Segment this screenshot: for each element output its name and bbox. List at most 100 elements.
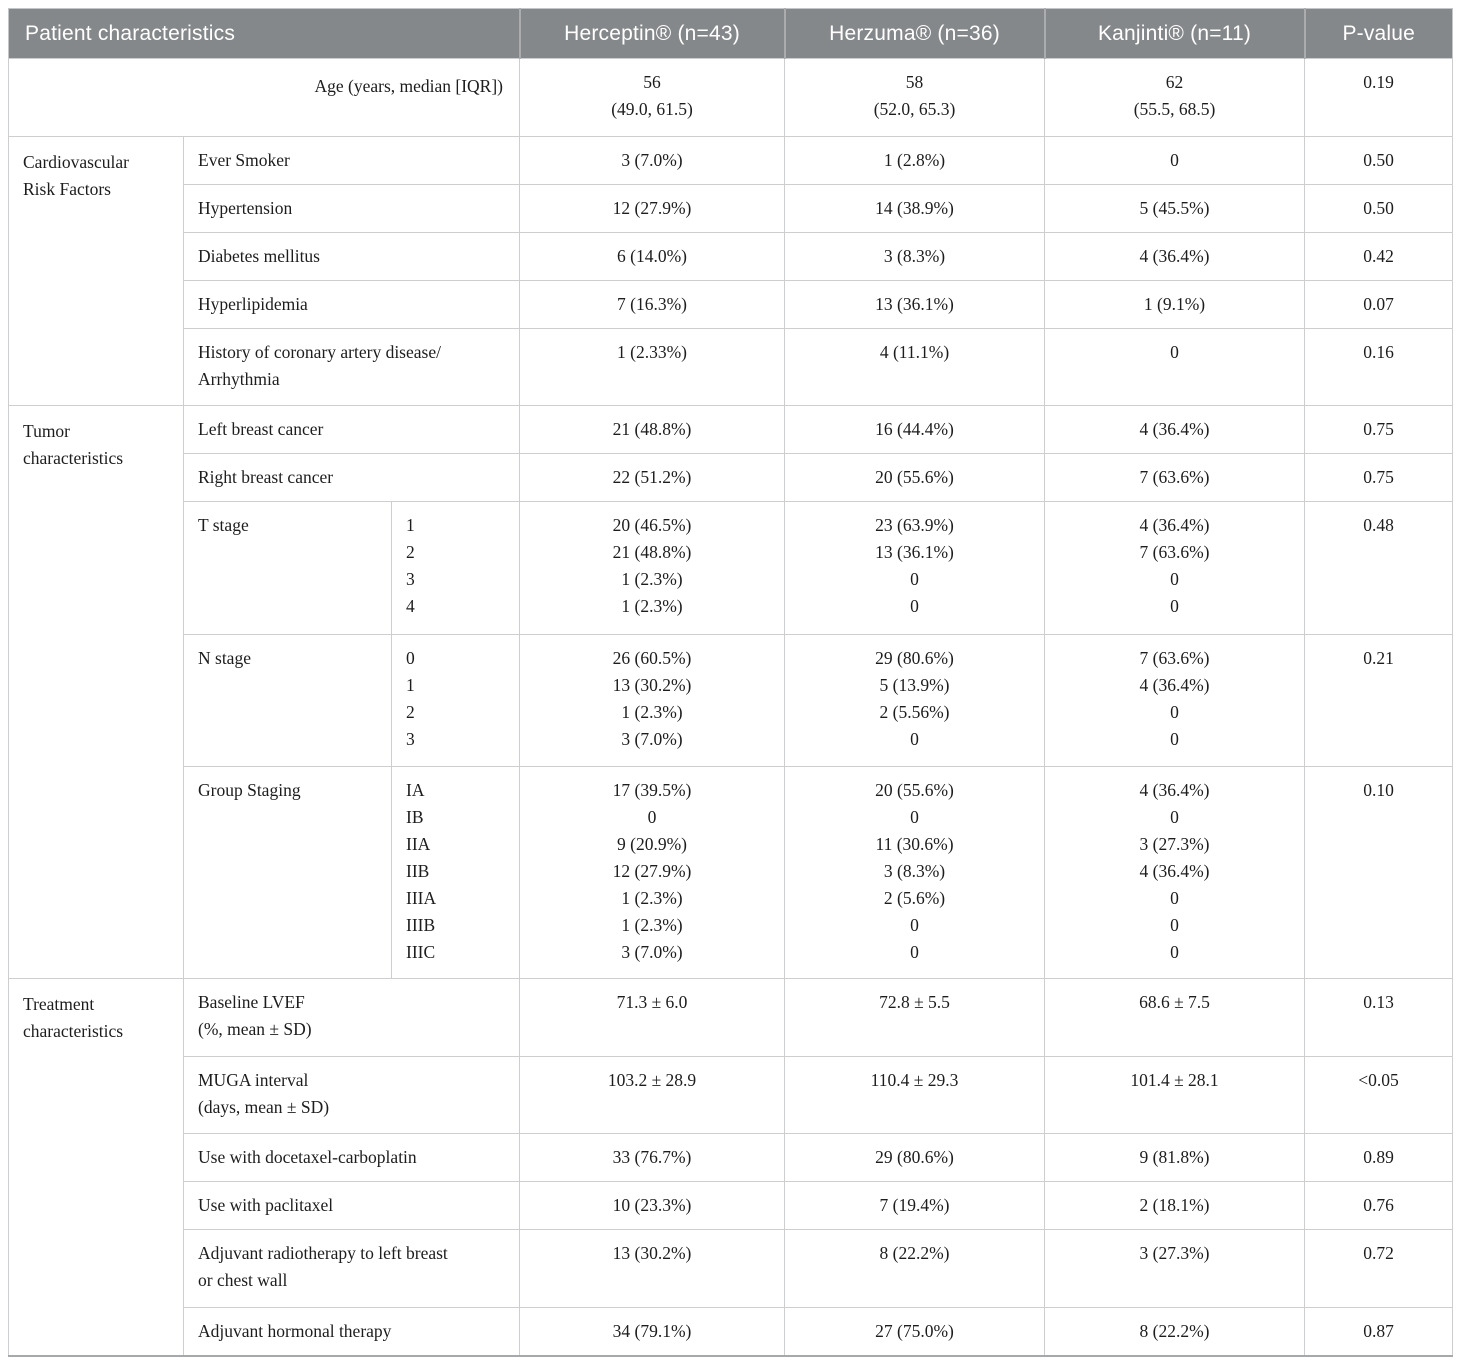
table-row-age: Age (years, median [IQR]) 56 (49.0, 61.5… (7, 58, 1454, 137)
cell-p-value: 0.48 (1304, 501, 1454, 635)
row-sublabels: 1 2 3 4 (390, 501, 521, 635)
cell-herceptin: 6 (14.0%) (519, 232, 786, 281)
cell-herzuma: 29 (80.6%) 5 (13.9%) 2 (5.56%) 0 (784, 634, 1046, 767)
header-kanjinti: Kanjinti® (n=11) (1043, 8, 1305, 59)
cell-herzuma: 27 (75.0%) (784, 1307, 1046, 1357)
cell-kanjinti: 4 (36.4%) (1044, 405, 1306, 454)
cell-p-value: 0.87 (1304, 1307, 1454, 1357)
table-row-n-stage: N stage 0 1 2 3 26 (60.5%) 13 (30.2%) 1 … (9, 634, 1454, 767)
row-label: Adjuvant hormonal therapy (182, 1307, 521, 1357)
table-row-t-stage: T stage 1 2 3 4 20 (46.5%) 21 (48.8%) 1 … (9, 501, 1454, 635)
cell-p-value: 0.16 (1304, 328, 1454, 406)
cell-kanjinti: 62 (55.5, 68.5) (1044, 58, 1306, 137)
row-sublabels: 0 1 2 3 (390, 634, 521, 767)
cell-p-value: 0.72 (1304, 1229, 1454, 1308)
cell-kanjinti: 7 (63.6%) (1044, 453, 1306, 502)
cell-herceptin: 3 (7.0%) (519, 136, 786, 185)
row-label: Left breast cancer (182, 405, 521, 454)
row-label: Baseline LVEF (%, mean ± SD) (182, 978, 521, 1057)
cell-p-value: 0.07 (1304, 280, 1454, 329)
table-row-muga-interval: MUGA interval (days, mean ± SD) 103.2 ± … (9, 1056, 1454, 1134)
table-row-diabetes: Diabetes mellitus 6 (14.0%) 3 (8.3%) 4 (… (9, 232, 1454, 281)
patient-characteristics-table: Patient characteristics Herceptin® (n=43… (7, 8, 1454, 1357)
cell-herzuma: 29 (80.6%) (784, 1133, 1046, 1182)
cell-kanjinti: 4 (36.4%) 7 (63.6%) 0 0 (1044, 501, 1306, 635)
cell-p-value: 0.89 (1304, 1133, 1454, 1182)
row-sublabels: IA IB IIA IIB IIIA IIIB IIIC (390, 766, 521, 979)
cell-herzuma: 14 (38.9%) (784, 184, 1046, 233)
cell-kanjinti: 8 (22.2%) (1044, 1307, 1306, 1357)
row-label: Group Staging (183, 766, 392, 979)
header-patient-characteristics: Patient characteristics (8, 8, 520, 59)
row-label: Hyperlipidemia (182, 280, 521, 329)
cell-p-value: 0.75 (1304, 405, 1454, 454)
cell-p-value: 0.75 (1304, 453, 1454, 502)
row-label: MUGA interval (days, mean ± SD) (182, 1056, 521, 1134)
section-label-treatment: Treatment characteristics (8, 978, 184, 1357)
cell-herzuma: 8 (22.2%) (784, 1229, 1046, 1308)
table-row-cad-history: History of coronary artery disease/ Arrh… (9, 328, 1454, 406)
cell-herceptin: 71.3 ± 6.0 (519, 978, 786, 1057)
cell-kanjinti: 0 (1044, 328, 1306, 406)
cell-herzuma: 72.8 ± 5.5 (784, 978, 1046, 1057)
section-label-cardiovascular: Cardiovascular Risk Factors (8, 136, 184, 406)
cell-herzuma: 23 (63.9%) 13 (36.1%) 0 0 (784, 501, 1046, 635)
cell-p-value: 0.10 (1304, 766, 1454, 979)
cell-herceptin: 12 (27.9%) (519, 184, 786, 233)
cell-herceptin: 10 (23.3%) (519, 1181, 786, 1230)
cell-herzuma: 13 (36.1%) (784, 280, 1046, 329)
cell-herceptin: 20 (46.5%) 21 (48.8%) 1 (2.3%) 1 (2.3%) (519, 501, 786, 635)
row-label: N stage (183, 634, 392, 767)
header-p-value: P-value (1303, 8, 1453, 59)
cell-kanjinti: 3 (27.3%) (1044, 1229, 1306, 1308)
cell-kanjinti: 1 (9.1%) (1044, 280, 1306, 329)
cell-herceptin: 56 (49.0, 61.5) (519, 58, 786, 137)
row-label: Hypertension (182, 184, 521, 233)
table-row-group-staging: Group Staging IA IB IIA IIB IIIA IIIB II… (9, 766, 1454, 979)
cell-kanjinti: 4 (36.4%) (1044, 232, 1306, 281)
cell-kanjinti: 7 (63.6%) 4 (36.4%) 0 0 (1044, 634, 1306, 767)
cell-herzuma: 1 (2.8%) (784, 136, 1046, 185)
cell-p-value: 0.50 (1304, 136, 1454, 185)
section-label-tumor: Tumor characteristics (8, 405, 184, 979)
table-row-baseline-lvef: Treatment characteristics Baseline LVEF … (8, 978, 1454, 1357)
row-label: Diabetes mellitus (182, 232, 521, 281)
table-row-docetaxel: Use with docetaxel-carboplatin 33 (76.7%… (9, 1133, 1454, 1182)
table-row-radiotherapy: Adjuvant radiotherapy to left breast or … (9, 1229, 1454, 1308)
cell-kanjinti: 4 (36.4%) 0 3 (27.3%) 4 (36.4%) 0 0 0 (1044, 766, 1306, 979)
cell-herceptin: 1 (2.33%) (519, 328, 786, 406)
cell-p-value: 0.42 (1304, 232, 1454, 281)
row-label: Use with paclitaxel (182, 1181, 521, 1230)
cell-kanjinti: 5 (45.5%) (1044, 184, 1306, 233)
table-row-right-breast: Right breast cancer 22 (51.2%) 20 (55.6%… (9, 453, 1454, 502)
cell-herzuma: 16 (44.4%) (784, 405, 1046, 454)
cell-kanjinti: 0 (1044, 136, 1306, 185)
cell-herceptin: 21 (48.8%) (519, 405, 786, 454)
table-row-hypertension: Hypertension 12 (27.9%) 14 (38.9%) 5 (45… (9, 184, 1454, 233)
table-header-row: Patient characteristics Herceptin® (n=43… (8, 8, 1453, 59)
cell-kanjinti: 68.6 ± 7.5 (1044, 978, 1306, 1057)
cell-herceptin: 13 (30.2%) (519, 1229, 786, 1308)
cell-herzuma: 20 (55.6%) 0 11 (30.6%) 3 (8.3%) 2 (5.6%… (784, 766, 1046, 979)
cell-p-value: <0.05 (1304, 1056, 1454, 1134)
table-row-hormonal: Adjuvant hormonal therapy 34 (79.1%) 27 … (9, 1307, 1454, 1357)
table-row-hyperlipidemia: Hyperlipidemia 7 (16.3%) 13 (36.1%) 1 (9… (9, 280, 1454, 329)
row-label: Right breast cancer (182, 453, 521, 502)
cell-p-value: 0.76 (1304, 1181, 1454, 1230)
row-label: Ever Smoker (182, 136, 521, 185)
cell-herzuma: 3 (8.3%) (784, 232, 1046, 281)
row-label: History of coronary artery disease/ Arrh… (182, 328, 521, 406)
cell-herceptin: 34 (79.1%) (519, 1307, 786, 1357)
table-row-paclitaxel: Use with paclitaxel 10 (23.3%) 7 (19.4%)… (9, 1181, 1454, 1230)
cell-herceptin: 33 (76.7%) (519, 1133, 786, 1182)
cell-p-value: 0.19 (1304, 58, 1454, 137)
header-herzuma: Herzuma® (n=36) (783, 8, 1045, 59)
cell-herceptin: 103.2 ± 28.9 (519, 1056, 786, 1134)
cell-herceptin: 17 (39.5%) 0 9 (20.9%) 12 (27.9%) 1 (2.3… (519, 766, 786, 979)
row-label: Use with docetaxel-carboplatin (182, 1133, 521, 1182)
row-label: Adjuvant radiotherapy to left breast or … (182, 1229, 521, 1308)
table-row-left-breast: Tumor characteristics Left breast cancer… (8, 405, 1454, 979)
header-herceptin: Herceptin® (n=43) (518, 8, 785, 59)
cell-herceptin: 7 (16.3%) (519, 280, 786, 329)
